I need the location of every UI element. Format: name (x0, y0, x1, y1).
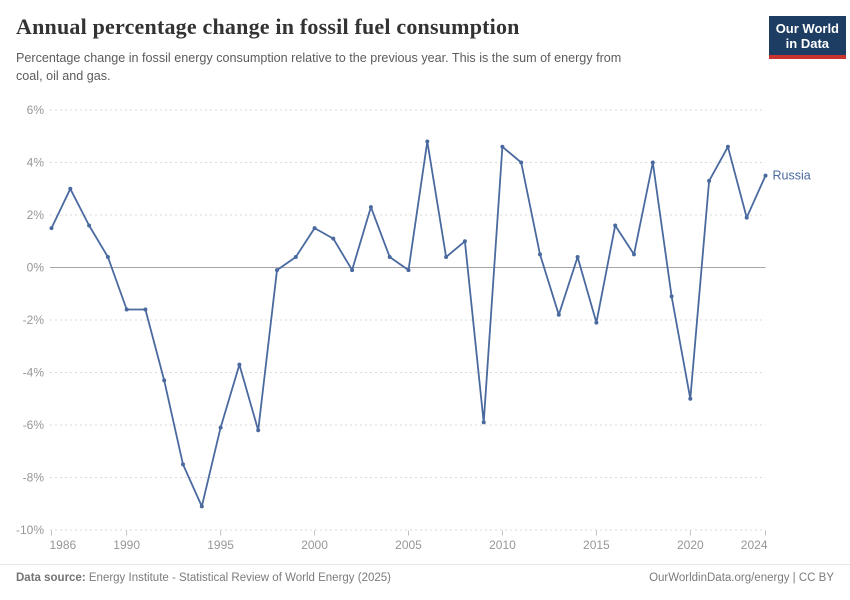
y-axis-label--8: -8% (23, 471, 45, 485)
data-point-1999 (293, 255, 298, 259)
x-axis-label-2020: 2020 (677, 538, 704, 552)
page-title: Annual percentage change in fossil fuel … (16, 14, 520, 39)
data-point-2004 (387, 255, 392, 259)
data-point-2024 (763, 173, 768, 178)
data-point-2021 (707, 178, 712, 183)
chart-subtitle-line1: Percentage change in fossil energy consu… (16, 51, 622, 65)
y-axis-label--6: -6% (23, 418, 45, 432)
x-axis-label-1986: 1986 (50, 538, 77, 552)
data-point-1998 (275, 268, 279, 273)
y-axis-label--2: -2% (23, 313, 45, 327)
y-axis-label--4: -4% (23, 366, 45, 380)
chart-subtitle-line2: coal, oil and gas. (16, 69, 111, 84)
data-point-2000 (312, 226, 317, 231)
russia-line (50, 140, 767, 508)
data-point-1988 (87, 223, 92, 228)
data-source-text: Energy Institute - Statistical Review of… (88, 572, 391, 584)
data-point-1987 (68, 186, 73, 191)
data-point-2019 (669, 294, 674, 299)
y-axis-label-6: 6% (27, 103, 45, 117)
data-point-2002 (350, 268, 355, 273)
x-axis-label-1995: 1995 (207, 538, 234, 552)
data-point-1992 (162, 378, 167, 383)
data-point-1989 (105, 255, 110, 259)
x-axis-label-2010: 2010 (489, 538, 516, 552)
y-axis-label-4: 4% (27, 156, 45, 170)
data-source-note: Data source: Energy Institute - Statisti… (16, 572, 391, 584)
data-point-2015 (594, 320, 599, 325)
x-axis-label-2005: 2005 (395, 538, 422, 552)
data-point-2014 (575, 255, 580, 259)
data-point-2018 (650, 160, 655, 165)
data-point-2010 (500, 144, 505, 149)
data-point-1993 (181, 462, 185, 467)
data-point-2006 (425, 139, 430, 144)
data-point-2016 (613, 223, 618, 228)
chart-footer: Data source: Energy Institute - Statisti… (0, 564, 850, 584)
data-point-1997 (256, 428, 261, 433)
data-point-2020 (688, 396, 693, 401)
data-point-1990 (124, 307, 129, 312)
data-point-2012 (538, 252, 542, 257)
data-point-2011 (519, 160, 524, 165)
data-point-1995 (218, 425, 223, 430)
data-point-1996 (237, 362, 242, 367)
data-point-2007 (444, 255, 449, 259)
x-axis-label-2000: 2000 (301, 538, 328, 552)
series-label-russia[interactable]: Russia (773, 169, 811, 183)
data-point-2013 (556, 312, 561, 317)
data-point-2017 (632, 252, 636, 257)
x-axis-label-1990: 1990 (113, 538, 140, 552)
data-point-1991 (143, 307, 148, 312)
data-point-1994 (199, 504, 204, 509)
attribution-link[interactable]: OurWorldinData.org/energy | CC BY (649, 572, 834, 584)
data-point-2005 (406, 268, 411, 273)
chart-subtitle: Percentage change in fossil energy consu… (16, 49, 850, 86)
data-point-2023 (744, 215, 749, 220)
data-point-1986 (49, 226, 54, 231)
data-point-2003 (368, 205, 373, 210)
data-point-2001 (331, 236, 336, 241)
x-axis-label-2015: 2015 (583, 538, 610, 552)
data-point-2009 (481, 420, 486, 425)
data-source-label: Data source: (16, 572, 86, 584)
y-axis-label--10: -10% (16, 523, 44, 537)
data-point-2008 (462, 239, 467, 244)
owid-logo[interactable]: Our World in Data (768, 16, 846, 59)
y-axis-label-2: 2% (27, 208, 45, 222)
chart-header: Annual percentage change in fossil fuel … (0, 0, 850, 86)
x-axis-label-2024: 2024 (741, 538, 768, 552)
y-axis-label-0: 0% (27, 261, 45, 275)
owid-logo-line1: Our World (775, 21, 839, 36)
owid-logo-line2: in Data (785, 36, 830, 52)
data-point-2022 (725, 144, 730, 149)
